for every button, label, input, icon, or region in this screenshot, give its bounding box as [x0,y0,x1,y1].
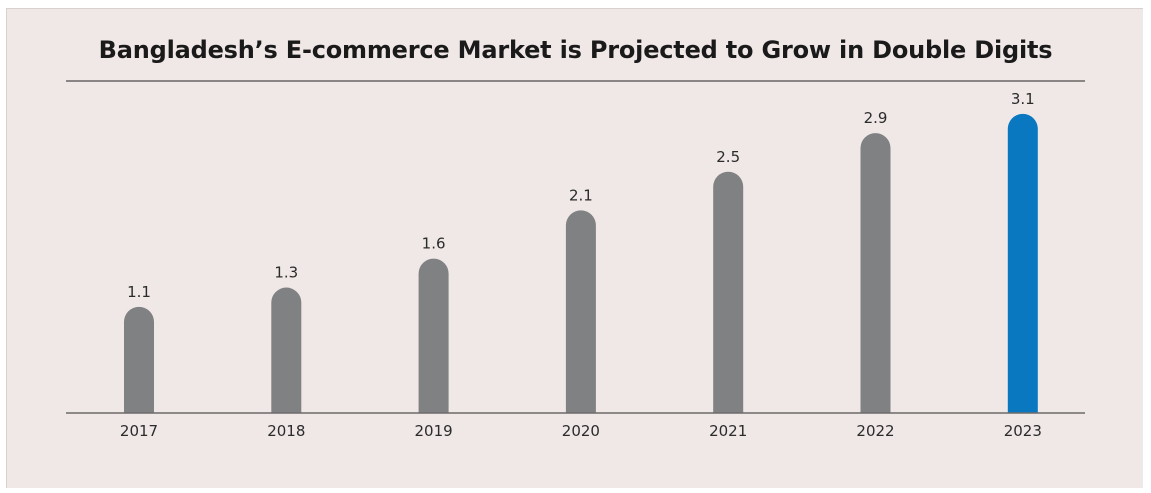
bar-2021 [713,171,744,413]
labels-group: 1.1 2017 1.3 2018 1.6 2019 2.1 2020 2.5 2021 2.9 20… [120,90,1042,440]
category-label-2017: 2017 [120,422,158,440]
value-label-2023: 3.1 [1011,90,1035,108]
bar-2022 [860,133,891,413]
bar-2019 [418,258,449,413]
category-label-2018: 2018 [267,422,305,440]
value-label-2018: 1.3 [274,264,298,282]
bar-2018 [271,287,302,413]
chart-title: Bangladesh’s E-commerce Market is Projec… [98,36,1053,64]
category-label-2021: 2021 [709,422,747,440]
value-label-2017: 1.1 [127,283,151,301]
title-divider [66,80,1085,82]
bar-2023 [1007,113,1038,413]
value-label-2022: 2.9 [864,109,888,127]
bar-2020 [565,210,596,413]
value-label-2021: 2.5 [716,148,740,166]
value-label-2020: 2.1 [569,186,593,204]
category-label-2022: 2022 [856,422,894,440]
bar-2017 [124,306,154,413]
category-label-2023: 2023 [1004,422,1042,440]
category-label-2019: 2019 [415,422,453,440]
bars-group [124,113,1038,413]
category-label-2020: 2020 [562,422,600,440]
value-label-2019: 1.6 [422,235,446,253]
